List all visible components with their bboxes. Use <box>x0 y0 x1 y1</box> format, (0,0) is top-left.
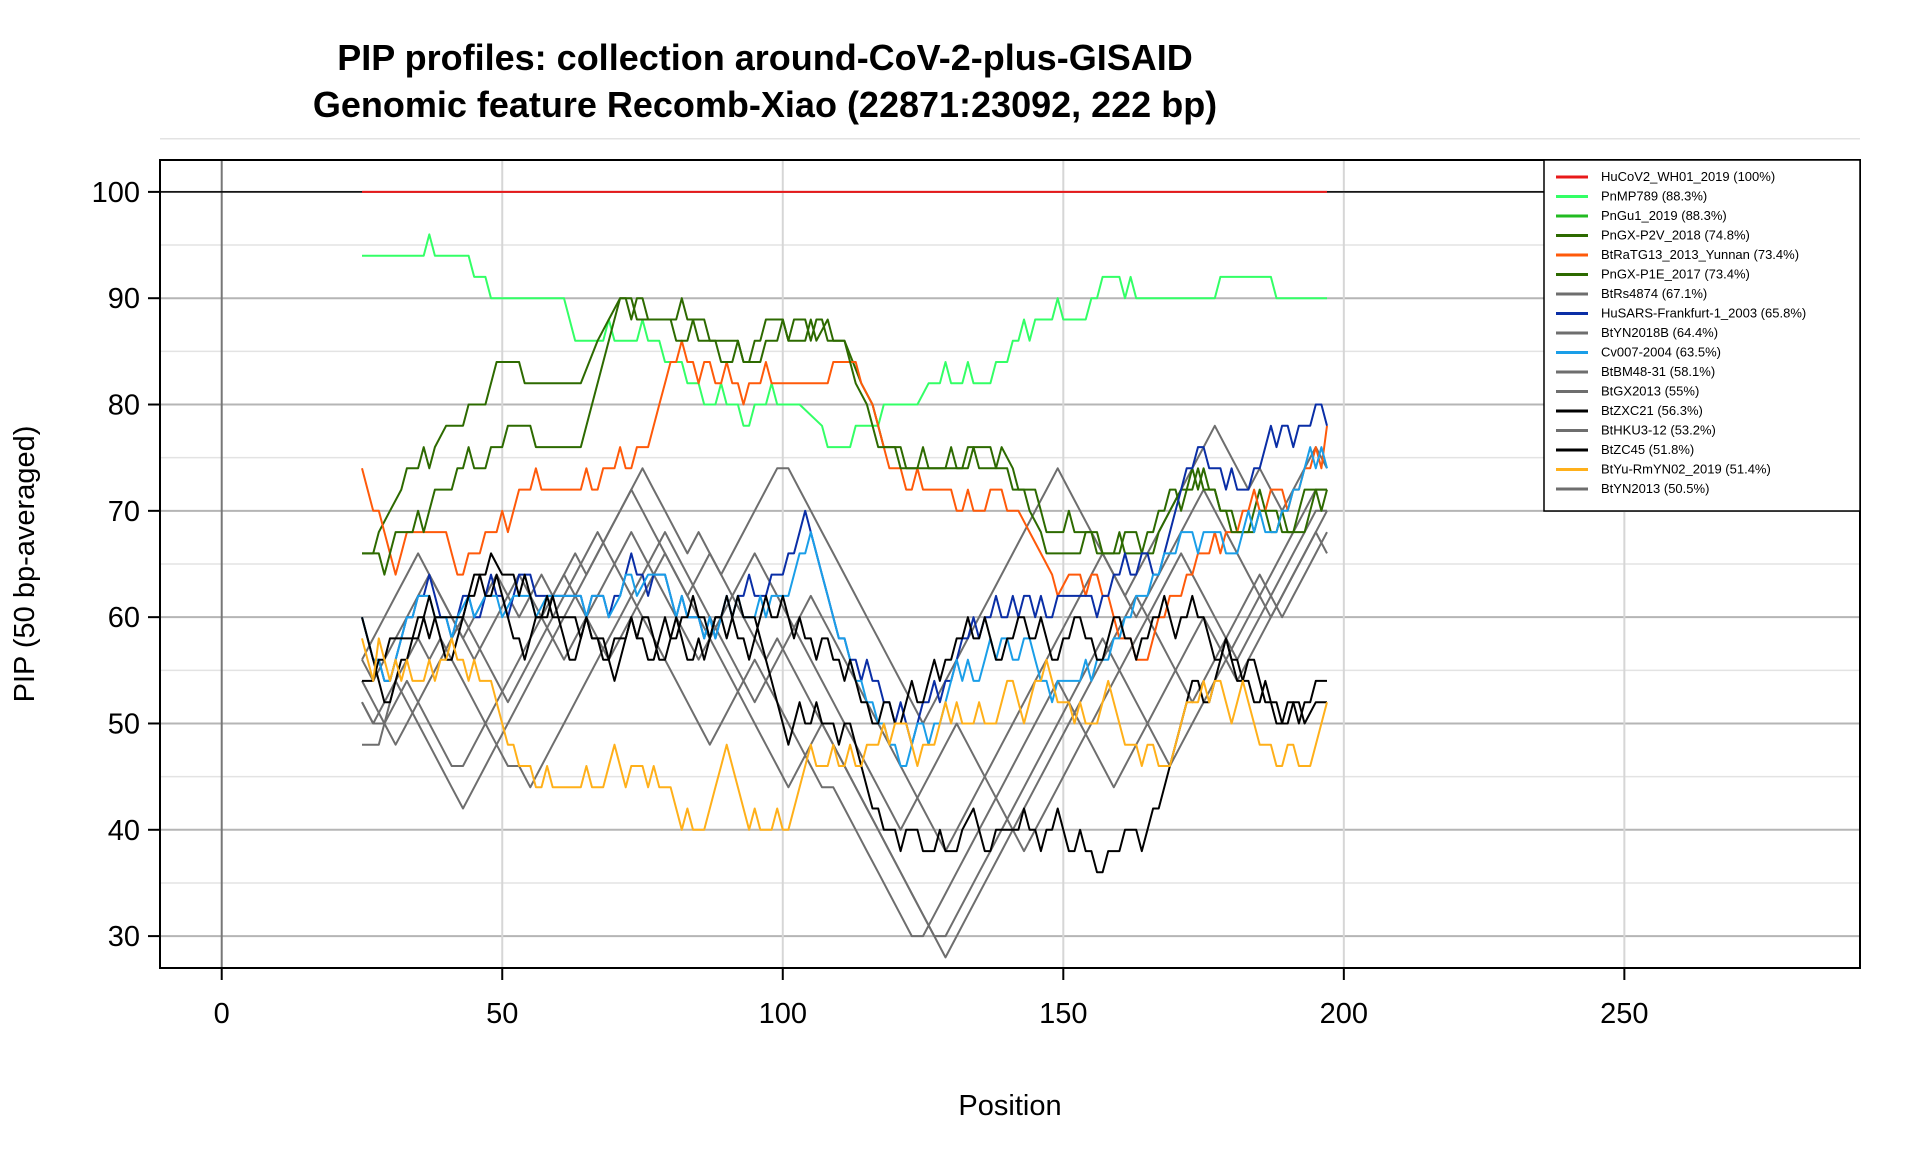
series-lines <box>361 190 1328 959</box>
legend-entry: BtBM48-31 (58.1%) <box>1601 364 1715 379</box>
legend-entry: PnGu1_2019 (88.3%) <box>1601 208 1727 223</box>
legend-entry: PnGX-P1E_2017 (73.4%) <box>1601 267 1750 282</box>
legend-entry: BtRaTG13_2013_Yunnan (73.4%) <box>1601 247 1799 262</box>
series-line <box>361 637 1328 831</box>
chart-title: PIP profiles: collection around-CoV-2-pl… <box>337 37 1192 78</box>
legend-entry: HuCoV2_WH01_2019 (100%) <box>1601 169 1775 184</box>
legend-entry: PnMP789 (88.3%) <box>1601 189 1707 204</box>
y-tick-label: 80 <box>108 390 140 422</box>
x-tick-label: 0 <box>214 998 230 1030</box>
y-tick-label: 70 <box>108 496 140 528</box>
series-line <box>362 552 1327 874</box>
x-tick-label: 200 <box>1320 998 1368 1030</box>
legend-entry: BtZXC21 (56.3%) <box>1601 403 1703 418</box>
legend-entry: BtZC45 (51.8%) <box>1601 442 1694 457</box>
chart-subtitle: Genomic feature Recomb-Xiao (22871:23092… <box>313 84 1217 125</box>
legend-entry: HuSARS-Frankfurt-1_2003 (65.8%) <box>1601 306 1806 321</box>
legend-entry: BtGX2013 (55%) <box>1601 384 1699 399</box>
x-tick-label: 150 <box>1039 998 1087 1030</box>
x-tick-label: 250 <box>1600 998 1648 1030</box>
y-tick-label: 50 <box>108 708 140 740</box>
legend-entry: BtYN2018B (64.4%) <box>1601 325 1718 340</box>
series-line <box>362 233 1327 449</box>
legend-entry: BtHKU3-12 (53.2%) <box>1601 423 1716 438</box>
legend: HuCoV2_WH01_2019 (100%) PnMP789 (88.3%) Pn… <box>1543 159 1861 512</box>
x-axis-label: Position <box>958 1090 1061 1122</box>
x-axis-ticks: 0 50 100 150 200 250 <box>214 968 1649 1030</box>
plot-frame <box>159 159 1861 969</box>
legend-box <box>1543 159 1861 512</box>
y-tick-label: 60 <box>108 602 140 634</box>
series-line <box>362 297 1328 555</box>
series-line <box>361 531 1328 938</box>
series-line <box>362 297 1327 576</box>
x-tick-label: 100 <box>759 998 807 1030</box>
legend-entry: Cv007-2004 (63.5%) <box>1601 345 1721 360</box>
legend-entry: BtRs4874 (67.1%) <box>1601 286 1707 301</box>
series-line <box>361 339 1328 661</box>
y-tick-label: 100 <box>92 177 140 209</box>
series-line <box>361 573 1327 725</box>
y-axis-ticks: 30 40 50 60 70 80 90 100 <box>92 177 160 953</box>
series-line <box>362 488 1328 853</box>
y-axis-label: PIP (50 bp-averaged) <box>9 426 41 703</box>
y-tick-label: 90 <box>108 283 140 315</box>
x-tick-label: 50 <box>486 998 518 1030</box>
legend-entry: BtYN2013 (50.5%) <box>1601 481 1709 496</box>
legend-entry: PnGX-P2V_2018 (74.8%) <box>1601 228 1750 243</box>
legend-entry: BtYu-RmYN02_2019 (51.4%) <box>1601 462 1771 477</box>
y-tick-label: 40 <box>108 815 140 847</box>
y-tick-label: 30 <box>108 921 140 953</box>
